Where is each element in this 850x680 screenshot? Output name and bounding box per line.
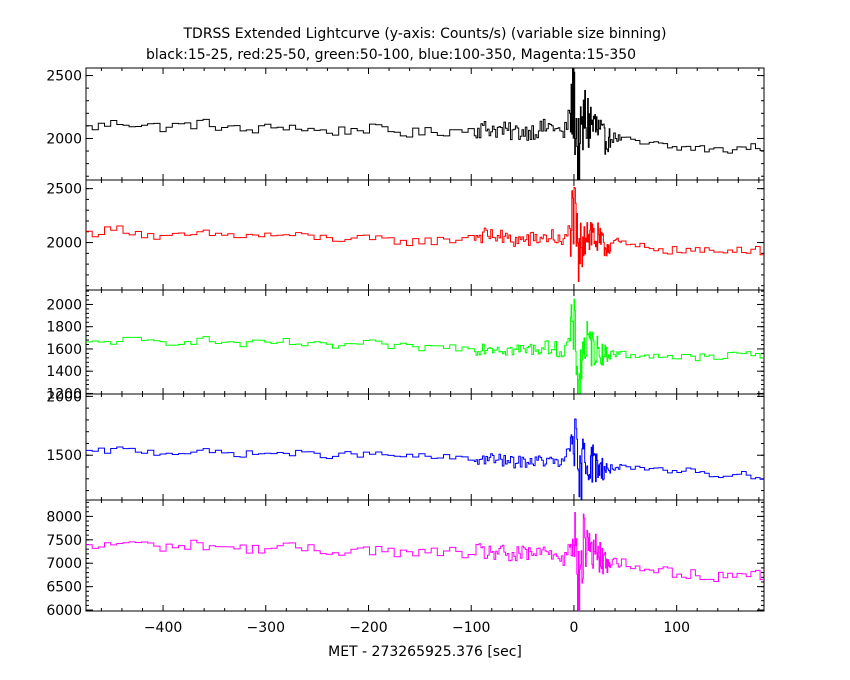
panel-2: 2000 2500 <box>46 179 765 291</box>
x-tick-label: 100 <box>663 620 690 636</box>
y-tick-label: 7000 <box>46 556 82 572</box>
panel-4: 1500 2000 <box>46 389 765 501</box>
y-tick-label: 2000 <box>46 297 82 313</box>
y-tick-label: 1400 <box>46 364 82 380</box>
x-tick-label: 0 <box>569 620 578 636</box>
y-tick-label: 2000 <box>46 131 82 147</box>
x-tick-label: −200 <box>349 620 387 636</box>
chart-subtitle: black:15-25, red:25-50, green:50-100, bl… <box>146 47 636 63</box>
panel-frame <box>85 67 765 181</box>
panel-3: 1200 1400 1600 1800 2000 <box>46 289 765 402</box>
y-tick-label: 6500 <box>46 580 82 596</box>
chart-title: TDRSS Extended Lightcurve (y-axis: Count… <box>182 26 666 42</box>
y-tick-label: 6000 <box>46 603 82 619</box>
y-tick-label: 2000 <box>46 236 82 252</box>
y-tick-label: 2000 <box>46 389 82 405</box>
panel-frame <box>85 499 765 612</box>
series-line-2 <box>86 186 764 282</box>
y-tick-label: 1200 <box>46 386 82 402</box>
y-tick-label: 2500 <box>46 69 82 85</box>
panels: 2000250020002500120014001600180020001500… <box>46 67 765 619</box>
series-line-5 <box>86 512 764 611</box>
x-tick-label: −100 <box>452 620 490 636</box>
x-tick-label: −400 <box>144 620 182 636</box>
series-line-4 <box>86 418 764 500</box>
x-tick-label: −300 <box>247 620 285 636</box>
series-line-3 <box>86 298 764 394</box>
y-tick-label: 1600 <box>46 342 82 358</box>
panel-frame <box>85 393 765 501</box>
y-tick-label: 2500 <box>46 182 82 198</box>
y-tick-label: 8000 <box>46 509 82 525</box>
panel-5: 6000 6500 7000 7500 8000 <box>46 499 765 619</box>
y-tick-label: 1500 <box>46 448 82 464</box>
series-line-1 <box>86 68 764 180</box>
x-tick-labels: −400 −300 −200 −100 0 100 <box>144 620 690 636</box>
y-tick-label: 7500 <box>46 533 82 549</box>
y-tick-label: 1800 <box>46 320 82 336</box>
x-axis-title: MET - 273265925.376 [sec] <box>328 644 522 660</box>
